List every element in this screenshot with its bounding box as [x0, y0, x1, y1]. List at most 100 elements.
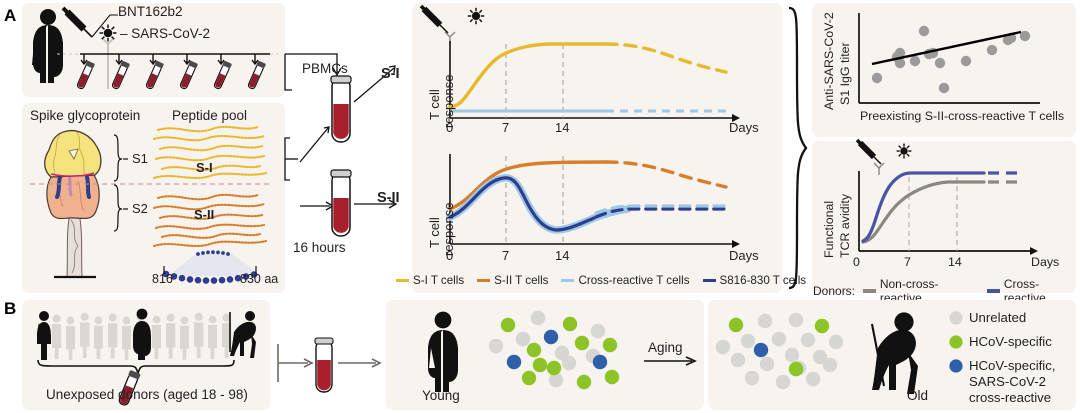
s1-xtick-0: 0: [446, 120, 454, 135]
s2-row-label: S-II: [377, 190, 400, 206]
s2-xtick-7: 7: [502, 248, 510, 263]
series-cross-reactive-solid: [861, 171, 986, 243]
scatter-ylabel-line1: Anti-SARS-CoV-2: [822, 12, 836, 110]
avidity-xtick-14: 14: [948, 255, 962, 269]
series-cross-reactive-dashed: [594, 204, 728, 215]
legend-label-cross-reactive-line3: cross-reactive: [969, 390, 1052, 405]
legend-swatch-cross-reactive: [561, 278, 575, 283]
peptide-pool-title: Peptide pool: [172, 108, 248, 123]
syringe-icon: [855, 138, 882, 165]
old-label: Old: [907, 388, 929, 403]
s2-tcell-chart: [446, 154, 740, 248]
syringe-icon: [61, 6, 93, 38]
s2-chart-ylabel-line1: T cell: [427, 217, 442, 248]
series-s2-solid: [448, 160, 608, 211]
s1-pool-label: S-I: [196, 160, 213, 175]
cohort-graphic: [37, 308, 256, 406]
igg-scatter-chart: [858, 13, 1040, 104]
culture-tube-icon: [330, 75, 352, 143]
epitope-zoom-cone: [168, 254, 262, 276]
legend-item-s2: S-II T cells: [477, 274, 548, 287]
legend-label-s2: S-II T cells: [494, 274, 549, 287]
virus-label-text: SARS-CoV-2: [131, 26, 211, 41]
avidity-xtick-7: 7: [904, 255, 911, 269]
cane-icon: [870, 323, 886, 387]
s2-brace: [113, 184, 123, 232]
spike-title: Spike glycoprotein: [30, 108, 141, 123]
legend-swatch-s816: [702, 278, 716, 283]
legend-label-unrelated: Unrelated: [969, 310, 1027, 325]
blood-tube-icon: [118, 370, 141, 406]
trendline: [871, 30, 1022, 66]
old-person-icon: [230, 311, 256, 358]
s2-peptide-pool: [152, 193, 268, 248]
s1-tcell-chart: [419, 4, 740, 122]
legend-label-s1: S-I T cells: [413, 274, 465, 287]
old-cell-cluster: [715, 312, 844, 390]
blood-tube-icon: [76, 60, 95, 90]
blood-draw-markers: [76, 54, 266, 90]
culture-tube-icon: [330, 169, 352, 237]
old-graphic: [715, 311, 963, 394]
virus-dash: –: [120, 26, 128, 41]
legend-dot-unrelated: [949, 311, 963, 325]
series-s1-solid: [448, 42, 608, 109]
blood-tube-icon: [179, 60, 198, 90]
middle-person-dark-icon: [133, 308, 151, 360]
s1-xtick-14: 14: [555, 120, 570, 135]
legend-label-s816: S816-830 T cells: [719, 274, 807, 287]
epitope-dots-large: [162, 270, 258, 284]
spike-s2-domain: [46, 173, 100, 220]
cohort-brace: [37, 359, 235, 376]
avidity-legend-title: Donors:: [813, 284, 856, 298]
blood-tube-icon: [145, 60, 164, 90]
peptide-pool-graphic: [152, 125, 268, 284]
legend-item-s816: S816-830 T cells: [702, 274, 807, 287]
epitope-start-label: 816: [152, 272, 173, 286]
s1-xlabel: Days: [729, 120, 759, 135]
s1-peptide-pool: [152, 125, 268, 180]
avidity-ylabel-line1: Functional: [822, 200, 836, 258]
epitope-dots-small: [196, 250, 230, 256]
legend-dot-hcov-specific: [949, 335, 963, 349]
virus-label: – SARS-CoV-2: [120, 26, 210, 41]
panel-b-letter: B: [4, 299, 17, 318]
legend-label-cross-reactive-line1: HCoV-specific,: [969, 358, 1056, 373]
legend-swatch-s1: [396, 278, 409, 283]
s1-xtick-7: 7: [502, 120, 510, 135]
virus-icon: [99, 24, 117, 42]
vaccination-timeline-graphic: [32, 6, 278, 90]
pbmcs-label: PBMCs: [302, 61, 348, 76]
blood-tube-icon: [247, 60, 266, 90]
avidity-xtick-0: 0: [853, 255, 860, 269]
young-label: Young: [422, 388, 460, 403]
spike-s1-domain: [44, 129, 102, 178]
legend-swatch-cross-reactive-donor: [987, 289, 1000, 293]
avidity-xlabel: Days: [1031, 255, 1060, 269]
s1-row-label: S-I: [381, 66, 400, 82]
legend-label-cross-reactive: Cross-reactive T cells: [578, 274, 690, 287]
legend-swatch-non-cross-reactive: [863, 289, 876, 293]
blood-tube-icon: [111, 60, 130, 90]
s2-xlabel: Days: [729, 248, 759, 263]
s1-brace: [113, 134, 123, 182]
avidity-ylabel-line2: TCR avidity: [838, 193, 852, 258]
young-cell-cluster: [488, 310, 620, 390]
legend-item-cross-reactive: Cross-reactive T cells: [561, 274, 690, 287]
incubation-label: 16 hours: [293, 240, 346, 255]
scatter-ylabel-line2: S1 IgG titer: [838, 42, 852, 105]
scatter-points: [871, 25, 1031, 94]
syringe-icon: [419, 4, 449, 34]
igg-scatter-panel: [812, 3, 1076, 137]
aging-arrow: [644, 356, 697, 366]
vaccine-label: BNT162b2: [118, 4, 183, 19]
s2-xtick-14: 14: [555, 248, 570, 263]
series-s1-dashed: [604, 42, 728, 74]
legend-label-hcov-specific: HCoV-specific: [969, 334, 1052, 349]
young-person-dark-icon: [37, 311, 51, 360]
s2-subunit-label: S2: [132, 201, 148, 216]
series-s816-dashed: [594, 207, 728, 219]
tcr-avidity-panel: [812, 141, 1076, 293]
cohort-caption: Unexposed donors (aged 18 - 98): [46, 387, 248, 402]
